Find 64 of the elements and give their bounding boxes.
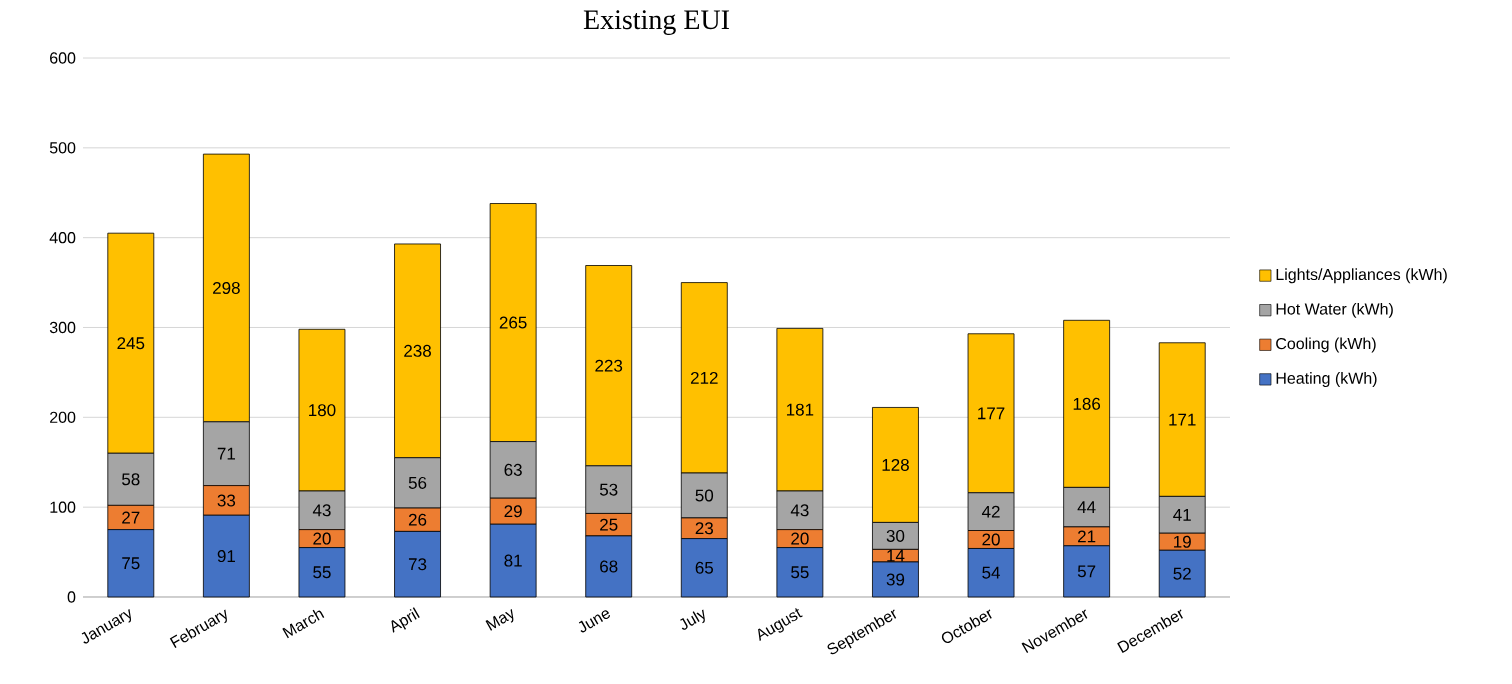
data-label: 55 (791, 566, 809, 579)
data-label: 186 (1073, 397, 1101, 410)
data-label: 44 (1077, 501, 1096, 513)
data-label: 56 (408, 476, 427, 489)
data-label: 298 (213, 281, 240, 294)
legend-label: Heating (kWh) (1276, 372, 1377, 388)
data-label: 42 (981, 505, 1000, 518)
y-tick-label: 400 (49, 232, 76, 244)
x-tick-label: May (485, 608, 514, 631)
data-label: 265 (499, 316, 527, 329)
chart-title: Existing EUI (583, 10, 730, 35)
data-label: 50 (695, 489, 714, 502)
data-label: 53 (599, 483, 618, 496)
legend-label: Lights/Appliances (kWh) (1276, 268, 1447, 284)
y-tick-label: 0 (67, 591, 76, 603)
data-label: 180 (309, 404, 336, 417)
data-label: 171 (1169, 413, 1196, 426)
data-label: 68 (600, 560, 618, 573)
data-label: 20 (982, 533, 1000, 546)
data-label: 43 (312, 504, 331, 517)
data-label: 177 (978, 407, 1005, 420)
data-label: 41 (1173, 508, 1191, 521)
data-label: 58 (122, 473, 140, 486)
data-label: 128 (882, 458, 909, 471)
data-label: 33 (217, 494, 236, 507)
data-label: 181 (786, 403, 814, 416)
y-tick-label: 500 (49, 142, 76, 154)
x-tick-label: April (391, 607, 420, 633)
data-label: 30 (886, 529, 905, 542)
y-tick-label: 200 (50, 411, 76, 423)
data-label: 20 (791, 532, 809, 545)
data-label: 27 (122, 511, 140, 524)
data-label: 63 (504, 463, 522, 476)
data-label: 25 (600, 518, 618, 531)
legend-label: Cooling (kWh) (1276, 337, 1376, 353)
data-label: 14 (887, 549, 905, 562)
data-label: 223 (595, 359, 623, 372)
y-tick-label: 300 (49, 321, 76, 334)
data-label: 238 (404, 344, 431, 357)
data-label: 245 (117, 337, 145, 350)
data-label: 75 (122, 557, 140, 570)
data-label: 43 (790, 504, 809, 517)
data-label: 91 (217, 550, 235, 563)
data-label: 212 (690, 371, 718, 384)
data-label: 26 (408, 513, 427, 526)
y-tick-label: 600 (50, 52, 76, 64)
x-tick-label: June (578, 610, 610, 633)
data-label: 23 (695, 522, 714, 535)
data-label: 21 (1078, 530, 1096, 543)
data-label: 57 (1077, 565, 1096, 578)
data-label: 20 (313, 532, 331, 545)
data-label: 54 (982, 566, 1001, 579)
data-label: 55 (313, 566, 331, 579)
data-label: 65 (695, 561, 714, 574)
y-tick-label: 100 (50, 501, 76, 513)
data-label: 39 (886, 573, 905, 586)
legend-label: Hot Water (kWh) (1276, 302, 1393, 318)
data-label: 71 (217, 447, 235, 460)
x-tick-label: July (680, 609, 705, 630)
data-label: 81 (504, 554, 522, 567)
data-label: 29 (504, 505, 522, 518)
data-label: 52 (1173, 567, 1191, 580)
data-label: 19 (1174, 535, 1191, 548)
data-label: 73 (408, 558, 427, 571)
